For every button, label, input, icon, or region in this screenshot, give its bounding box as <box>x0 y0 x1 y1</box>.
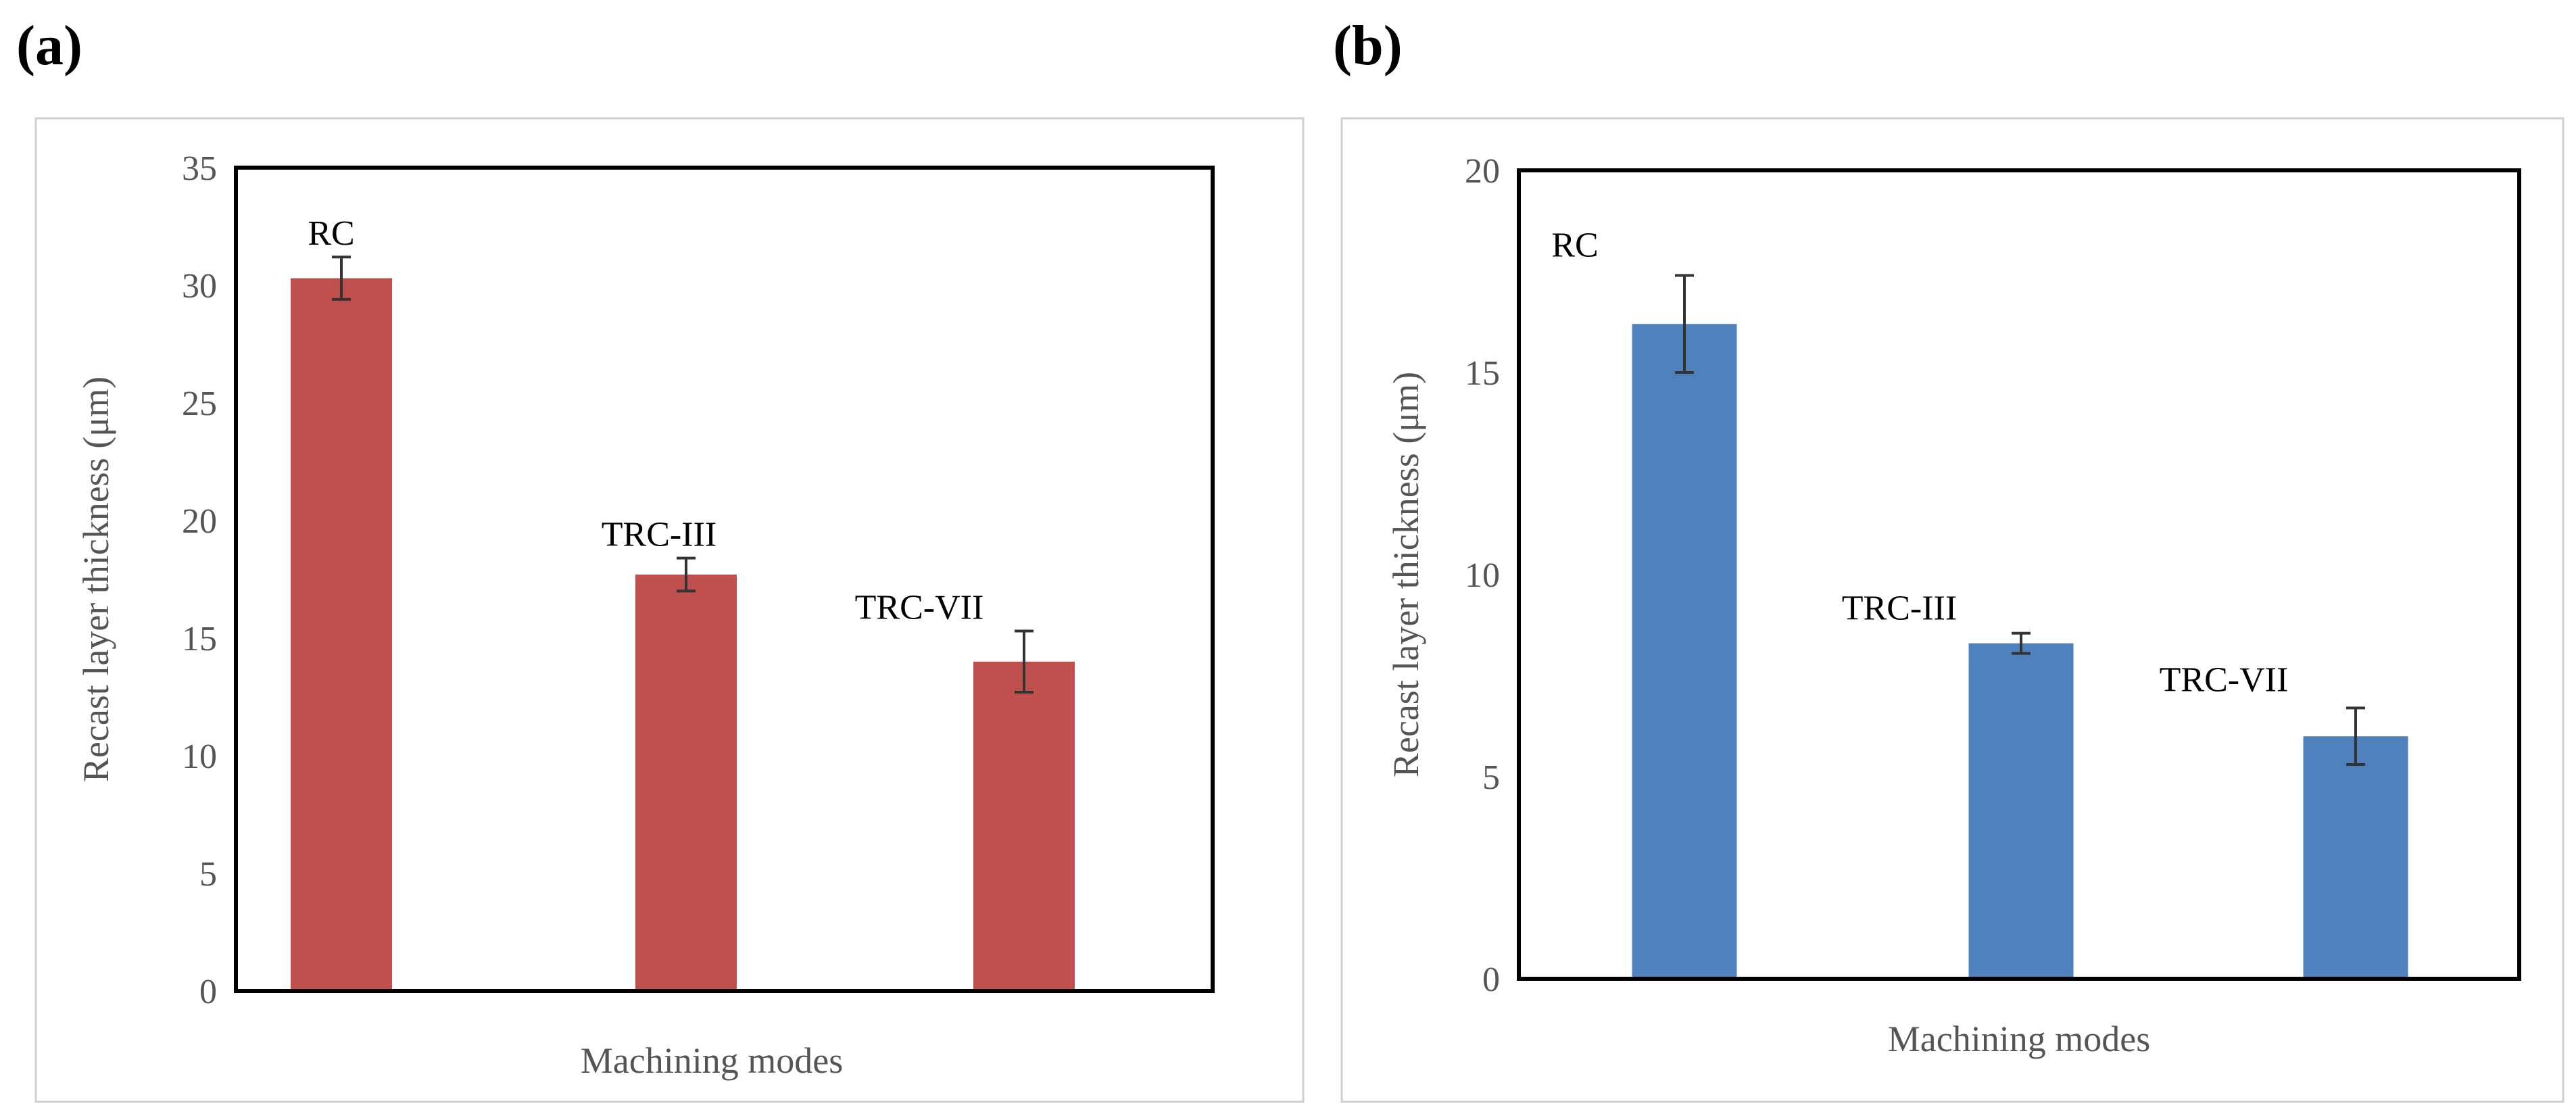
y-tick-label: 30 <box>182 267 217 306</box>
panel-label-b: (b) <box>1333 14 1403 77</box>
bar-label-rc: RC <box>1551 226 1598 264</box>
chart-a: 0 5 10 15 20 25 30 35 RC TRC-III TRC-VII Machining… <box>34 117 1305 1103</box>
y-tick-label: 0 <box>199 973 217 1011</box>
panel-label-a: (a) <box>16 14 82 77</box>
bar-label-rc: RC <box>308 214 354 253</box>
y-tick-label: 10 <box>182 737 217 776</box>
bar-trc-vii <box>973 661 1075 991</box>
y-tick-label: 5 <box>1482 758 1500 797</box>
y-tick-label: 0 <box>1482 961 1500 999</box>
bar-label-trc-vii: TRC-VII <box>2160 660 2289 699</box>
chart-b-y-axis-label: Recast layer thickness (μm) <box>1386 372 1426 777</box>
bar-label-trc-vii: TRC-VII <box>855 589 984 627</box>
bar-trc-iii <box>1968 643 2074 979</box>
y-tick-label: 15 <box>182 620 217 658</box>
y-tick-label: 25 <box>182 385 217 423</box>
chart-a-plot-area <box>234 166 1215 993</box>
chart-b: 0 5 10 15 20 RC TRC-III TRC-VII Machining modes… <box>1340 117 2565 1103</box>
y-tick-label: 20 <box>182 502 217 541</box>
bar-trc-iii <box>635 575 737 991</box>
chart-b-marks: 0 5 10 15 20 RC TRC-III TRC-VII <box>1465 152 2408 999</box>
chart-a-marks: 0 5 10 15 20 25 30 35 RC TRC-III TRC-VII <box>182 149 1075 1011</box>
bar-rc <box>291 278 392 991</box>
y-tick-label: 35 <box>182 149 217 188</box>
chart-a-x-axis-label: Machining modes <box>581 1040 843 1081</box>
chart-b-x-axis-label: Machining modes <box>1888 1019 2150 1059</box>
y-tick-label: 10 <box>1465 556 1500 595</box>
bar-rc <box>1632 324 1737 979</box>
y-tick-label: 5 <box>199 855 217 894</box>
bar-label-trc-iii: TRC-III <box>1842 589 1957 628</box>
y-tick-label: 20 <box>1465 152 1500 191</box>
chart-b-plot-area <box>1517 168 2521 981</box>
chart-a-y-axis-label: Recast layer thickness (μm) <box>76 377 116 782</box>
y-tick-label: 15 <box>1465 354 1500 393</box>
bar-label-trc-iii: TRC-III <box>602 516 716 554</box>
bar-trc-vii <box>2303 736 2408 979</box>
